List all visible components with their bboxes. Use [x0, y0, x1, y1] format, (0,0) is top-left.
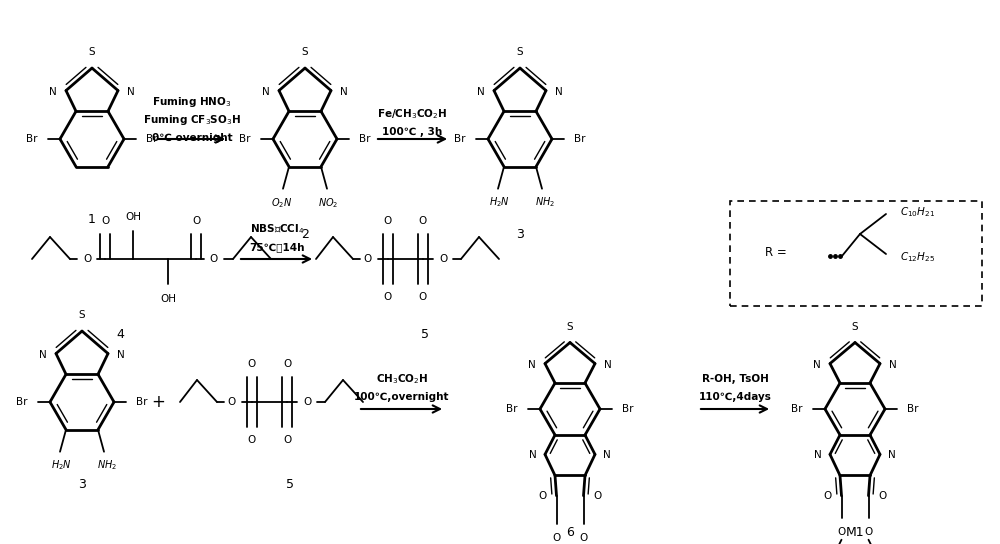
Text: S: S: [89, 47, 95, 57]
Text: $C_{10}H_{21}$: $C_{10}H_{21}$: [900, 205, 935, 219]
Text: O: O: [228, 397, 236, 407]
Text: Br: Br: [136, 397, 148, 407]
Text: $NH_2$: $NH_2$: [535, 195, 555, 208]
Text: S: S: [567, 322, 573, 331]
Text: 100℃ , 3h: 100℃ , 3h: [382, 127, 442, 137]
Text: O: O: [384, 216, 392, 226]
Text: N: N: [529, 450, 537, 460]
Text: $H_2N$: $H_2N$: [51, 458, 73, 472]
Bar: [730, 201, 982, 306]
Text: N: N: [604, 360, 612, 369]
Text: N: N: [813, 360, 821, 369]
Text: $NH_2$: $NH_2$: [97, 458, 117, 472]
Text: R =: R =: [765, 245, 787, 258]
Text: 4: 4: [116, 327, 124, 341]
Text: S: S: [517, 47, 523, 57]
Text: O: O: [83, 254, 91, 264]
Text: O: O: [192, 216, 200, 226]
Text: O: O: [552, 533, 561, 543]
Text: S: S: [79, 310, 85, 320]
Text: O: O: [364, 254, 372, 264]
Text: $O_2N$: $O_2N$: [271, 196, 293, 209]
Text: Br: Br: [574, 134, 586, 144]
Text: 3: 3: [78, 478, 86, 491]
Text: OH: OH: [125, 212, 141, 222]
Text: Br: Br: [239, 134, 251, 144]
Text: O: O: [283, 435, 291, 445]
Text: O: O: [384, 292, 392, 302]
Text: O: O: [593, 491, 602, 500]
Text: O: O: [248, 359, 256, 369]
Text: O: O: [823, 491, 832, 500]
Text: CH$_3$CO$_2$H: CH$_3$CO$_2$H: [376, 372, 428, 386]
Text: 3: 3: [516, 227, 524, 240]
Text: O: O: [579, 533, 588, 543]
Text: N: N: [603, 450, 611, 460]
Text: N: N: [477, 86, 485, 96]
Text: $NO_2$: $NO_2$: [318, 196, 338, 209]
Text: Br: Br: [454, 134, 466, 144]
Text: 0℃ overnight: 0℃ overnight: [152, 133, 232, 143]
Text: N: N: [49, 86, 57, 96]
Text: N: N: [528, 360, 536, 369]
Text: 100℃,overnight: 100℃,overnight: [354, 392, 450, 402]
Text: 1: 1: [88, 213, 96, 226]
Text: N: N: [888, 450, 896, 460]
Text: N: N: [127, 86, 135, 96]
Text: O: O: [283, 359, 291, 369]
Text: N: N: [262, 86, 270, 96]
Text: N: N: [340, 86, 348, 96]
Text: Br: Br: [622, 404, 634, 414]
Text: O: O: [419, 216, 427, 226]
Text: N: N: [814, 450, 822, 460]
Text: N: N: [555, 86, 563, 96]
Text: S: S: [302, 47, 308, 57]
Text: O: O: [248, 435, 256, 445]
Text: 2: 2: [301, 227, 309, 240]
Text: O: O: [878, 491, 887, 500]
Text: O: O: [101, 216, 109, 226]
Text: M1: M1: [846, 526, 864, 539]
Text: NBS，CCl$_4$: NBS，CCl$_4$: [250, 222, 304, 236]
Text: O: O: [419, 292, 427, 302]
Text: O: O: [837, 527, 846, 537]
Text: 5: 5: [421, 327, 429, 341]
Text: Br: Br: [359, 134, 371, 144]
Text: 6: 6: [566, 526, 574, 539]
Text: Br: Br: [791, 404, 803, 414]
Text: O: O: [538, 491, 547, 500]
Text: $C_{12}H_{25}$: $C_{12}H_{25}$: [900, 250, 935, 264]
Text: O: O: [864, 527, 873, 537]
Text: Br: Br: [506, 404, 518, 414]
Text: Br: Br: [26, 134, 38, 144]
Text: S: S: [852, 322, 858, 331]
Text: 75℃，14h: 75℃，14h: [249, 242, 305, 252]
Text: OH: OH: [160, 294, 176, 304]
Text: O: O: [210, 254, 218, 264]
Text: Fe/CH$_3$CO$_2$H: Fe/CH$_3$CO$_2$H: [377, 107, 447, 121]
Text: $H_2N$: $H_2N$: [489, 195, 511, 208]
Text: N: N: [117, 350, 125, 360]
Text: +: +: [151, 393, 165, 411]
Text: N: N: [889, 360, 897, 369]
Text: Fuming HNO$_3$: Fuming HNO$_3$: [152, 95, 232, 109]
Text: Br: Br: [907, 404, 919, 414]
Text: R-OH, TsOH: R-OH, TsOH: [702, 374, 768, 384]
Text: Br: Br: [146, 134, 158, 144]
Text: O: O: [303, 397, 311, 407]
Text: 5: 5: [286, 478, 294, 491]
Text: O: O: [439, 254, 447, 264]
Text: Fuming CF$_3$SO$_3$H: Fuming CF$_3$SO$_3$H: [143, 113, 241, 127]
Text: 110℃,4days: 110℃,4days: [699, 392, 771, 402]
Text: Br: Br: [16, 397, 28, 407]
Text: N: N: [39, 350, 47, 360]
